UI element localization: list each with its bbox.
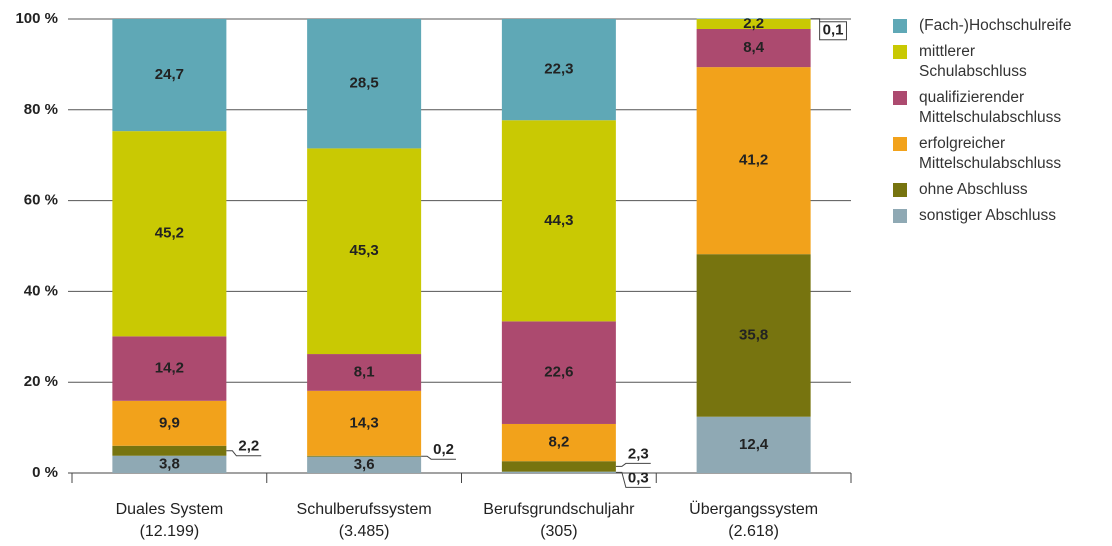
y-tick-label: 80 % [24,101,58,118]
label-box [819,21,847,41]
bar-segment [696,416,811,473]
data-label: 0,2 [433,441,454,458]
leader-line [615,471,651,488]
data-label: 28,5 [350,75,379,92]
y-tick-label: 0 % [32,464,58,481]
leader-line [226,450,262,457]
data-label: 22,3 [544,61,573,78]
legend-swatch [893,137,907,151]
x-tick-label: Berufsgrundschuljahr [483,501,635,518]
bar-segment [112,131,227,337]
data-label: 2,3 [628,445,649,462]
bar-segment [307,148,422,355]
bar-segment [307,390,422,456]
bar-segment [696,67,811,255]
bar-segment [112,336,227,401]
legend-item: qualifizierender Mittelschulabschluss [893,88,1065,128]
legend-label: (Fach-)Hochschulreife [919,17,1072,34]
y-tick-label: 20 % [24,373,58,390]
data-label: 22,6 [544,364,573,381]
data-label: 14,2 [155,360,184,377]
bar-segment [112,455,227,473]
data-label: 0,3 [628,469,649,486]
data-label: 12,4 [739,436,769,453]
legend-item: ohne Abschluss [893,180,1065,200]
data-label: 14,3 [350,414,379,431]
bar-segment [696,28,811,68]
data-label: 45,3 [350,242,379,259]
data-label: 45,2 [155,225,184,242]
bar-segment [696,254,811,417]
bar-segment [501,321,616,424]
leader-line [615,462,651,467]
bar-segment [307,456,422,473]
data-label: 44,3 [544,212,573,229]
bar-segment [112,400,227,446]
data-label: 8,2 [548,434,569,451]
legend-item: mittlerer Schulabschluss [893,42,1065,82]
bar-segment [307,354,422,391]
x-tick-label: (3.485) [339,523,390,540]
data-label: 2,2 [238,438,259,455]
legend-label: mittlerer Schulabschluss [919,43,1027,80]
data-label: 8,1 [354,363,375,380]
legend-item: sonstiger Abschluss [893,206,1065,226]
chart: 0 % 20 % 40 % 60 % 80 % 100 % Duales System (12… [15,10,852,540]
x-tick-label: Schulberufssystem [297,501,432,518]
legend-label: sonstiger Abschluss [919,207,1056,224]
data-label: 24,7 [155,66,184,83]
legend-swatch [893,209,907,223]
x-tick-label: Duales System [116,501,224,518]
legend-item: erfolgreicher Mittelschulabschluss [893,134,1065,174]
legend-swatch [893,91,907,105]
leader-line [810,18,821,22]
x-tick-label: (12.199) [140,523,200,540]
bar-segment [501,471,616,473]
bar-segment [501,461,616,472]
y-tick-label: 100 % [15,10,58,27]
data-label: 3,8 [159,455,180,472]
legend-swatch [893,19,907,33]
bar-segment [112,445,227,456]
legend-label: qualifizierender Mittelschulabschluss [919,89,1062,126]
y-tick-label: 40 % [24,282,58,299]
leader-line [421,455,456,460]
legend-swatch [893,183,907,197]
bar-segment [307,455,422,457]
data-label: 0,1 [823,22,844,39]
x-tick-label: (305) [540,523,577,540]
bar-segment [112,19,227,132]
data-label: 41,2 [739,152,768,169]
bar-segment [696,19,811,29]
legend-label: ohne Abschluss [919,181,1028,198]
data-label: 3,6 [354,456,375,473]
data-label: 8,4 [743,39,765,56]
data-label: 35,8 [739,326,768,343]
legend-swatch [893,45,907,59]
bar-segment [307,19,422,149]
legend: (Fach-)Hochschulreife mittlerer Schulabsc… [893,16,1071,232]
x-tick-label: (2.618) [728,523,779,540]
x-tick-label: Übergangssystem [689,500,818,518]
bar-segment [501,120,616,322]
data-label: 2,2 [743,15,764,32]
legend-item: (Fach-)Hochschulreife [893,16,1071,36]
y-tick-label: 60 % [24,192,58,209]
bar-segment [501,423,616,462]
bar-segment [501,19,616,121]
legend-label: erfolgreicher Mittelschulabschluss [919,135,1062,172]
data-label: 9,9 [159,414,180,431]
